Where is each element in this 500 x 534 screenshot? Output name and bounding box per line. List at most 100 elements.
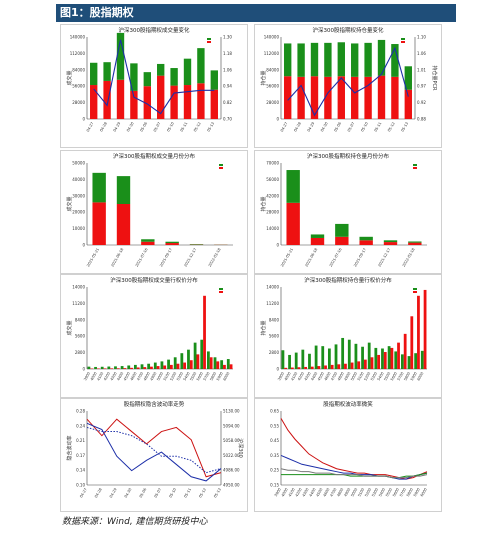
- bar-put: [141, 241, 155, 245]
- legend-put-swatch: [219, 167, 223, 169]
- x-tick-label: 4700: [136, 371, 144, 382]
- x-tick-label: 2021-09-17: [159, 248, 173, 268]
- bar-put: [123, 368, 127, 369]
- x-tick-label: 5400: [377, 371, 385, 382]
- y2-tick-label: 5094.00: [223, 423, 240, 428]
- y2-tick-label: 5022.00: [223, 453, 240, 458]
- y-tick-label: 20000: [72, 210, 85, 215]
- y-axis-label: 持仓量: [260, 70, 267, 85]
- chart-svg: 0.15 0.25 0.35 0.45 0.55 0.65 3900400041004200…: [270, 409, 428, 498]
- y2-tick-label: 1.18: [223, 51, 232, 56]
- x-tick-label: 5700: [203, 371, 211, 382]
- chart-svg: 0 2800 5600 8400 11200 14000 持仓量 39004000410042…: [260, 285, 427, 382]
- x-tick-label: 05-07: [153, 122, 162, 133]
- y-tick-label: 84000: [72, 67, 85, 72]
- x-tick-label: 4100: [96, 371, 104, 382]
- x-tick-label: 5000: [350, 487, 358, 498]
- x-tick-label: 5100: [357, 371, 365, 382]
- bar-put: [377, 75, 386, 119]
- bar-call: [165, 241, 179, 244]
- chart-volume-change: 沪深300股指期权成交量变化 0 28000 56000 84000 112000 140…: [60, 24, 248, 148]
- bar-call: [183, 58, 192, 86]
- x-tick-label: 4900: [343, 487, 351, 498]
- chart-title: 沪深300股指期权持仓量月份分布: [307, 154, 389, 160]
- bar-put: [116, 204, 131, 245]
- bar-call: [321, 346, 325, 369]
- chart-implied-vol: 股指期权隐含波动率走势 0.10 0.14 0.17 0.21 0.24 0.28 隐含波动…: [60, 398, 248, 512]
- bar-call: [297, 43, 305, 77]
- bar-put: [337, 76, 345, 119]
- bar-put: [364, 76, 372, 119]
- x-tick-label: 3900: [277, 371, 285, 382]
- bar-put: [130, 90, 138, 119]
- x-tick-label: 2021-05-21: [86, 248, 100, 268]
- y2-tick-label: 0.94: [223, 84, 232, 89]
- bar-put: [351, 76, 359, 119]
- x-tick-label: 5300: [176, 371, 184, 382]
- x-tick-label: 05-12: [387, 122, 396, 133]
- x-tick-label: 4900: [344, 371, 352, 382]
- x-tick-label: 6000: [417, 371, 425, 382]
- bar-put: [136, 367, 140, 369]
- bar-put: [408, 242, 422, 245]
- bar-put: [189, 360, 193, 369]
- bar-put: [110, 368, 114, 369]
- source-note: 数据来源：Wind, 建信期货研投中心: [62, 517, 208, 527]
- x-tick-label: 4400: [309, 487, 317, 498]
- series-line: [86, 426, 222, 474]
- bar-put: [350, 362, 354, 369]
- x-tick-label: 4000: [284, 371, 292, 382]
- bar-put: [143, 367, 147, 369]
- y-tick-label: 8400: [75, 317, 86, 322]
- bar-put: [183, 362, 187, 369]
- bar-call: [364, 42, 372, 77]
- bar-call: [408, 241, 422, 243]
- bar-call: [284, 43, 292, 77]
- y-tick-label: 0.55: [270, 423, 279, 428]
- x-tick-label: 05-12: [198, 488, 207, 499]
- y-tick-label: 0.24: [76, 423, 85, 428]
- x-tick-label: 2021-06-18: [304, 247, 318, 268]
- bar-put: [209, 357, 213, 369]
- bar-call: [120, 366, 124, 369]
- x-tick-label: 2021-07-16: [135, 247, 149, 268]
- bar-call: [197, 48, 205, 84]
- chart-title: 沪深300股指期权持仓量行权价分布: [304, 278, 392, 284]
- x-tick-label: 04-28: [99, 121, 108, 133]
- x-tick-label: 04-27: [86, 122, 95, 133]
- x-tick-label: 5700: [397, 371, 405, 382]
- bar-call: [310, 42, 319, 77]
- y-tick-label: 11200: [72, 301, 85, 306]
- chart-title: 沪深300股指期权成交量变化: [118, 28, 190, 34]
- x-tick-label: 4000: [90, 371, 98, 382]
- y-tick-label: 5600: [75, 334, 86, 339]
- chart-openinterest-month: 沪深300股指期权持仓量月份分布 0 14000 28000 42000 56000 70…: [254, 150, 442, 274]
- bar-call: [420, 350, 424, 369]
- bar-call: [167, 359, 170, 369]
- bar-put: [310, 366, 314, 369]
- bar-call: [351, 43, 359, 77]
- series-line: [280, 418, 428, 480]
- bar-put: [169, 364, 173, 369]
- bar-call: [308, 353, 311, 369]
- bar-put: [403, 333, 407, 369]
- bar-call: [391, 44, 399, 77]
- x-tick-label: 04-30: [320, 121, 329, 133]
- x-tick-label: 5200: [364, 487, 372, 498]
- bar-call: [374, 347, 378, 369]
- x-tick-label: 2021-09-17: [353, 248, 367, 268]
- x-tick-label: 4800: [143, 371, 151, 382]
- bar-put: [92, 202, 106, 245]
- x-tick-label: 4400: [310, 371, 318, 382]
- x-tick-label: 4100: [290, 371, 298, 382]
- x-tick-label: 4500: [316, 487, 324, 498]
- x-tick-label: 04-29: [109, 487, 118, 499]
- x-tick-label: 2021-06-18: [110, 247, 124, 268]
- x-tick-label: 5000: [350, 371, 358, 382]
- bar-call: [400, 354, 404, 369]
- x-tick-label: 5800: [403, 371, 411, 382]
- x-tick-label: 4200: [295, 487, 303, 498]
- bar-put: [310, 76, 319, 119]
- bar-put: [337, 364, 341, 369]
- x-tick-label: 4600: [322, 487, 330, 498]
